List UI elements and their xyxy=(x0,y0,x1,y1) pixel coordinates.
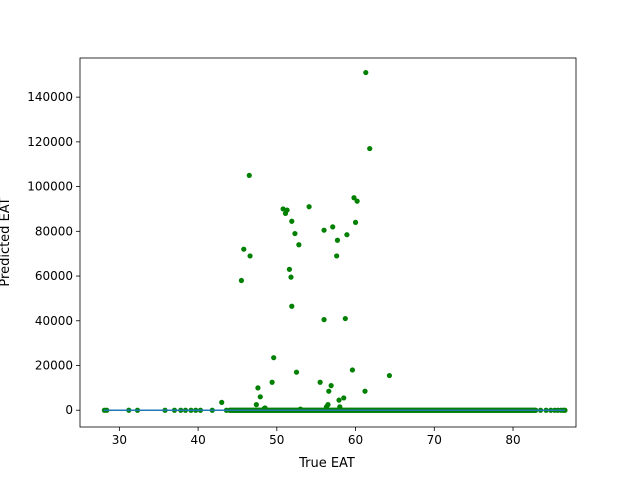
data-point xyxy=(219,399,225,405)
data-point xyxy=(363,69,369,76)
data-point xyxy=(317,379,323,385)
y-tick-label: 40000 xyxy=(35,314,73,328)
data-marks xyxy=(101,69,568,413)
y-tick-label: 120000 xyxy=(27,135,73,149)
data-point xyxy=(330,224,336,230)
data-point xyxy=(367,145,373,152)
data-point xyxy=(238,277,244,284)
y-axis-label: Predicted EAT xyxy=(0,197,13,286)
y-tick-label: 60000 xyxy=(35,269,73,283)
y-tick-label: 0 xyxy=(65,403,73,417)
axes: 30 40 50 60 70 80 0 20000 40000 60000 80000 100000 1… xyxy=(27,57,577,447)
y-tick-label: 20000 xyxy=(35,359,73,373)
x-tick-label: 50 xyxy=(269,433,284,447)
x-tick-label: 80 xyxy=(505,433,520,447)
data-point xyxy=(562,407,568,413)
data-point xyxy=(241,246,247,252)
x-axis-label: True EAT xyxy=(298,456,355,471)
x-tick-label: 70 xyxy=(427,433,442,447)
data-point xyxy=(341,395,347,401)
data-point xyxy=(288,274,294,280)
data-point xyxy=(271,355,277,361)
data-point xyxy=(349,367,356,373)
data-point xyxy=(286,266,293,272)
data-point xyxy=(257,394,263,400)
data-point xyxy=(362,388,368,394)
data-point xyxy=(253,402,259,408)
plot-frame xyxy=(79,57,577,428)
y-tick-label: 140000 xyxy=(27,90,73,104)
data-point xyxy=(344,232,350,238)
data-point xyxy=(321,317,327,323)
data-point xyxy=(336,397,342,403)
data-point xyxy=(351,195,357,201)
data-point xyxy=(255,385,261,391)
data-point xyxy=(284,207,290,213)
data-point xyxy=(325,402,331,408)
data-point xyxy=(342,315,348,322)
data-point xyxy=(269,379,275,385)
data-point xyxy=(246,172,252,179)
data-point xyxy=(280,206,286,212)
data-point xyxy=(292,230,298,237)
data-point xyxy=(296,242,302,248)
data-point xyxy=(328,383,334,389)
y-tick-label: 80000 xyxy=(35,224,73,238)
data-point xyxy=(321,227,327,233)
data-point xyxy=(306,204,312,210)
y-tick-label: 100000 xyxy=(27,180,73,194)
data-point xyxy=(352,219,359,225)
x-tick-label: 30 xyxy=(112,433,127,447)
data-point xyxy=(326,388,332,394)
data-point xyxy=(334,253,340,259)
data-point xyxy=(289,303,295,309)
data-point xyxy=(386,372,393,379)
data-point xyxy=(247,253,253,259)
x-tick-label: 60 xyxy=(348,433,363,447)
data-point xyxy=(354,198,360,204)
x-tick-label: 40 xyxy=(190,433,205,447)
data-point xyxy=(289,218,295,224)
data-point xyxy=(293,369,300,375)
data-point xyxy=(334,237,341,243)
